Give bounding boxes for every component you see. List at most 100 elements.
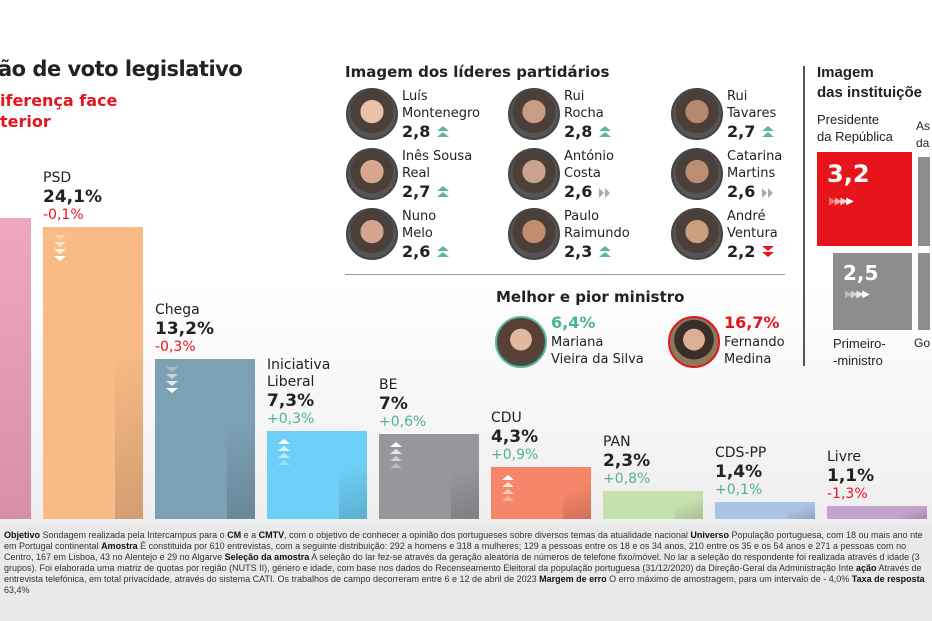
party-change-label: +0,3% <box>267 410 315 427</box>
bar <box>603 491 703 519</box>
leader-score-value: 2,8 <box>564 122 593 141</box>
leader-name-line1: Luís <box>402 89 428 104</box>
institution-cut-box-bottom <box>918 253 930 330</box>
bar <box>715 502 815 519</box>
leader-photo <box>508 88 560 140</box>
party-change-label: -0,3% <box>155 339 196 356</box>
footnote-text: É constituida por 610 entrevistas, com a… <box>137 541 894 551</box>
worst-minister-name2: Medina <box>724 352 772 367</box>
footnote-line: no Centro, 167 em Lisboa, 43 no Alentejo… <box>4 541 906 562</box>
trend-up-icon <box>599 125 612 138</box>
footnote-text: idade (3 grupos). Foi elaborada uma matr… <box>4 552 920 573</box>
party-value-label: 24,1% <box>43 187 102 208</box>
leader-name-line1: Rui <box>727 89 748 104</box>
leader-score: 2,8 <box>402 122 450 141</box>
best-minister-name2: Vieira da Silva <box>551 352 644 367</box>
leader-score: 2,7 <box>727 122 775 141</box>
leader-card: Luís Montenegro 2,8 <box>346 88 506 146</box>
bar <box>43 227 143 519</box>
president-label1: Presidente <box>817 112 880 127</box>
bar-group: PSD 24,1% -0,1% <box>43 170 143 519</box>
party-name: Chega <box>155 302 200 319</box>
footnote-text: , com o objetivo de conhecer a opinião d… <box>284 530 691 540</box>
party-change-label: -0,1% <box>43 207 84 224</box>
leader-card: Inês Sousa Real 2,7 <box>346 148 506 206</box>
trend-flat-icon <box>762 186 774 198</box>
leader-photo <box>346 148 398 200</box>
leader-card: Rui Rocha 2,8 <box>508 88 668 146</box>
leader-name-line1: Catarina <box>727 149 783 164</box>
leader-photo <box>508 208 560 260</box>
leader-score: 2,7 <box>402 182 450 201</box>
institutions-title-line1: Imagem <box>817 64 874 81</box>
party-name: Livre <box>827 448 862 465</box>
leader-name: António Costa <box>564 148 614 182</box>
footnote-heading: CM <box>227 530 242 540</box>
bar-ps-partial <box>0 218 31 519</box>
flat-trend-icon: ▶▶▶▶ <box>845 289 870 300</box>
party-value-label: 13,2% <box>155 319 214 340</box>
footnote-line: ação Através de entrevista telefónica, e… <box>4 563 922 584</box>
leader-name-line1: António <box>564 149 614 164</box>
vote-intention-bar-chart: PSD 24,1% -0,1% Chega 13,2% -0,3% Iniciativa L… <box>0 170 927 519</box>
bar-group: CDS-PP 1,4% +0,1% <box>715 445 815 519</box>
footnote-line: Objetivo Sondagem realizada pela Interca… <box>4 530 908 540</box>
bar <box>267 430 367 519</box>
party-value-label: 1,4% <box>715 462 763 483</box>
footnote-line: - 4,0% Taxa de resposta 63,4% <box>4 574 925 595</box>
footnote-text: - 4,0% <box>823 574 852 584</box>
leader-name-line2: Tavares <box>727 106 777 121</box>
leader-photo <box>671 88 723 140</box>
footnote-heading: Taxa de resposta <box>851 574 925 584</box>
leader-photo <box>508 148 560 200</box>
leader-name: Luís Montenegro <box>402 88 480 122</box>
footnote-text: Através de entrevista telefónica, em tot… <box>4 563 922 584</box>
leaders-section-title: Imagem dos líderes partidários <box>345 63 610 81</box>
bar-group: Iniciativa Liberal 7,3% +0,3% <box>267 357 367 519</box>
footnote-heading: ação <box>856 563 877 573</box>
divider-vertical <box>803 66 805 366</box>
leader-name: André Ventura <box>727 208 778 242</box>
bar <box>379 434 479 519</box>
leader-name-line2: Raimundo <box>564 226 630 241</box>
institution-cut-label3: Go <box>914 336 931 350</box>
leader-name: Rui Rocha <box>564 88 604 122</box>
party-name: PAN <box>603 434 631 451</box>
leader-score: 2,8 <box>564 122 612 141</box>
party-change-label: +0,8% <box>603 471 651 488</box>
flat-trend-icon: ▶▶▶▶ <box>829 196 854 207</box>
bar-group: CDU 4,3% +0,9% <box>491 410 591 519</box>
leader-photo <box>346 88 398 140</box>
party-name: CDU <box>491 409 522 426</box>
leader-card: Paulo Raimundo 2,3 <box>508 208 668 266</box>
footnote-text: População portuguesa, com 18 ou mais ano <box>728 530 908 540</box>
party-change-label: +0,6% <box>379 414 427 431</box>
trend-down-icon <box>762 245 775 258</box>
leader-score-value: 2,8 <box>402 122 431 141</box>
leader-name: Paulo Raimundo <box>564 208 630 242</box>
chart-subtitle-line2: terior <box>0 112 51 131</box>
leader-name-line2: Melo <box>402 226 433 241</box>
leader-score: 2,3 <box>564 242 612 261</box>
footnote-heading: CMTV <box>258 530 285 540</box>
leader-score-value: 2,6 <box>564 182 593 201</box>
party-value-label: 1,1% <box>827 465 875 486</box>
leader-name-line2: Rocha <box>564 106 604 121</box>
bar-group: BE 7% +0,6% <box>379 377 479 519</box>
leader-score: 2,6 <box>564 182 611 201</box>
institution-cut-label2: da <box>916 136 930 150</box>
party-value-label: 2,3% <box>603 451 651 472</box>
leader-name: Inês Sousa Real <box>402 148 472 182</box>
leader-name-line2: Ventura <box>727 226 778 241</box>
footnote-heading: Amostra <box>101 541 138 551</box>
trend-up-icon <box>437 185 450 198</box>
footnote-heading: Universo <box>690 530 729 540</box>
arrow-down-icon <box>54 235 68 263</box>
pm-label1: Primeiro- <box>833 336 886 351</box>
president-score-box: 3,2 ▶▶▶▶ <box>817 152 912 246</box>
best-minister-name1: Mariana <box>551 335 604 350</box>
methodology-footnote: Objetivo Sondagem realizada pela Interca… <box>0 523 932 621</box>
leader-card: Nuno Melo 2,6 <box>346 208 506 266</box>
worst-minister-value: 16,7% <box>724 313 780 332</box>
footnote-text: O erro máximo de amostragem, para um int… <box>606 574 821 584</box>
